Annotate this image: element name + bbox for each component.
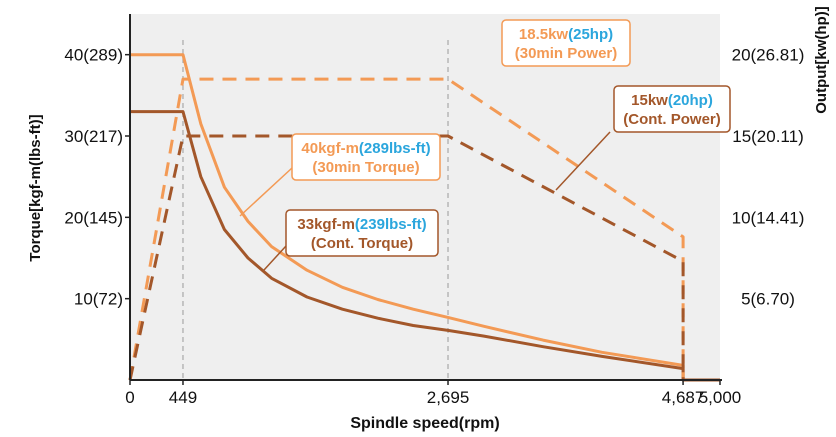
axes [129, 14, 722, 381]
annotation-p30: 18.5kw(25hp) (30min Power) [501, 19, 631, 67]
annotation-segment: (20hp) [668, 92, 713, 109]
annotation-pc: 15kw(20hp) (Cont. Power) [613, 85, 731, 133]
x-tick-label: 449 [169, 388, 197, 407]
y-axis-left-label: Torque[kgf-m(lbs-ft)] [27, 114, 44, 261]
x-axis-label: Spindle speed(rpm) [350, 415, 499, 432]
annotation-line1: 40kgf-m(289lbs-ft) [301, 140, 430, 157]
annotation-t30: 40kgf-m(289lbs-ft) (30min Torque) [291, 133, 441, 181]
annotation-pointer [555, 131, 611, 191]
series-line-torque_cont [130, 110, 720, 382]
annotation-line1: 18.5kw(25hp) [519, 26, 613, 43]
annotation-line2: (Cont. Torque) [311, 235, 413, 252]
annotation-line1: 33kgf-m(239lbs-ft) [297, 216, 426, 233]
x-tick-label: 0 [125, 388, 134, 407]
annotation-segment: (289lbs-ft) [359, 140, 431, 157]
annotation-box [291, 133, 441, 181]
y-left-tick-label: 20(145) [64, 208, 123, 227]
annotation-line2: (Cont. Power) [623, 111, 721, 128]
series-layer [128, 53, 720, 382]
annotation-segment: 15kw [631, 92, 668, 109]
annotation-segment: 40kgf-m [301, 140, 359, 157]
annotation-segment: 33kgf-m [297, 216, 355, 233]
series-line-power_cont [128, 134, 685, 381]
callout-lines [239, 131, 611, 271]
annotation-box [501, 19, 631, 67]
y-left-tick-label: 10(72) [74, 290, 123, 309]
annotation-segment: (25hp) [568, 26, 613, 43]
annotation-tc: 33kgf-m(239lbs-ft) (Cont. Torque) [285, 209, 439, 257]
series-line-power_30min [128, 77, 685, 381]
x-tick-label: 5,000 [699, 388, 742, 407]
guide-lines [182, 40, 449, 380]
annotation-line2: (30min Power) [515, 45, 618, 62]
y-left-tick-label: 40(289) [64, 46, 123, 65]
y-left-tick-label: 30(217) [64, 127, 123, 146]
y-right-tick-label: 5(6.70) [741, 290, 795, 309]
y-axis-right-label: Output[kw(hp)] [813, 6, 830, 113]
annotation-box [613, 85, 731, 133]
y-right-tick-label: 10(14.41) [732, 208, 805, 227]
annotation-line1: 15kw(20hp) [631, 92, 713, 109]
annotation-box [285, 209, 439, 257]
annotation-pointer [239, 167, 293, 217]
x-tick-label: 4,687 [662, 388, 705, 407]
annotation-segment: 18.5kw [519, 26, 569, 43]
y-right-tick-label: 20(26.81) [732, 46, 805, 65]
annotation-segment: (239lbs-ft) [355, 216, 427, 233]
annotation-line2: (30min Torque) [312, 159, 419, 176]
annotation-pointer [263, 245, 287, 271]
annotations: 18.5kw(25hp) (30min Power) 15kw(20hp) (Cont… [285, 19, 731, 257]
x-tick-label: 2,695 [427, 388, 470, 407]
plot-background [130, 14, 720, 380]
y-right-tick-label: 15(20.11) [732, 127, 804, 146]
series-line-torque_30min [130, 53, 685, 380]
